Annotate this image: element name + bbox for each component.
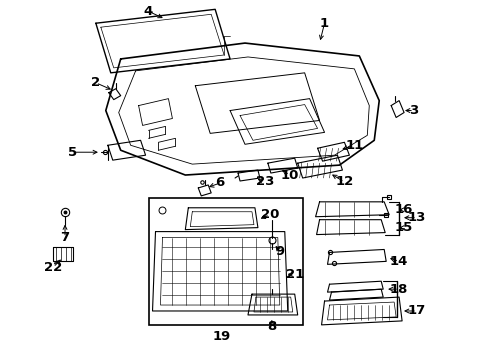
Text: 11: 11 (345, 139, 363, 152)
Bar (148, 198, 302, 325)
Text: 7: 7 (61, 231, 69, 244)
Text: 18: 18 (389, 283, 407, 296)
Text: 16: 16 (394, 203, 412, 216)
Text: 20: 20 (260, 208, 279, 221)
Text: 23: 23 (255, 175, 273, 189)
Text: 17: 17 (407, 305, 425, 318)
Text: 14: 14 (389, 255, 407, 268)
Text: 9: 9 (275, 245, 284, 258)
Text: 13: 13 (407, 211, 426, 224)
Text: 22: 22 (44, 261, 62, 274)
Text: 5: 5 (68, 146, 78, 159)
Text: 6: 6 (215, 176, 224, 189)
Text: 2: 2 (91, 76, 100, 89)
Text: 1: 1 (319, 17, 328, 30)
Text: 12: 12 (335, 175, 353, 189)
Text: 21: 21 (285, 268, 303, 281)
Text: 19: 19 (213, 330, 231, 343)
Text: 3: 3 (408, 104, 418, 117)
Text: 15: 15 (394, 221, 412, 234)
Text: 10: 10 (280, 168, 298, 181)
Text: 4: 4 (143, 5, 153, 18)
Text: 8: 8 (266, 320, 276, 333)
